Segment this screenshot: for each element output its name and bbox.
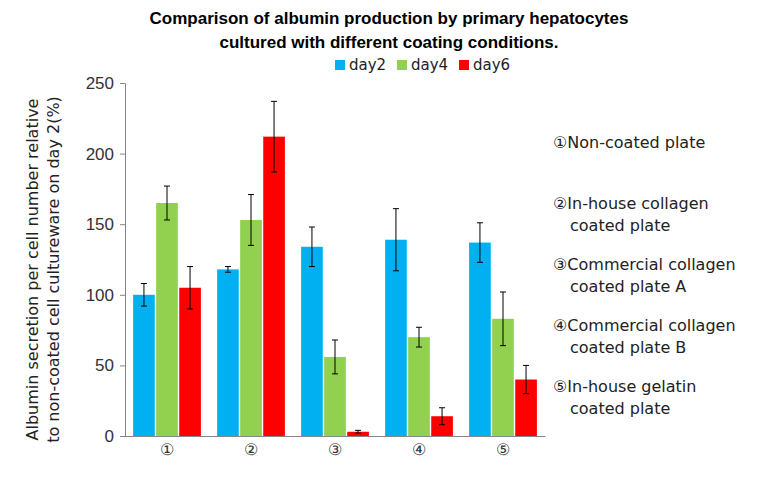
y-tick: 50 bbox=[95, 356, 125, 375]
x-tick: ② bbox=[244, 441, 258, 458]
annotation-line: ⑤In-house gelatin bbox=[553, 377, 696, 396]
x-tick: ⑤ bbox=[496, 441, 510, 458]
y-tick-label: 0 bbox=[105, 427, 114, 446]
y-tick: 100 bbox=[86, 286, 125, 305]
x-tick-label: ① bbox=[160, 441, 174, 458]
error-bar bbox=[309, 227, 315, 267]
bar bbox=[133, 295, 155, 436]
y-tick-label: 100 bbox=[86, 286, 114, 305]
y-tick-label: 200 bbox=[86, 145, 114, 164]
x-tick: ④ bbox=[412, 441, 426, 458]
x-axis-line bbox=[126, 436, 546, 437]
error-bar bbox=[141, 284, 147, 307]
title: Comparison of albumin production by prim… bbox=[150, 9, 629, 52]
legend-label: day2 bbox=[349, 56, 386, 74]
x-tick-label: ② bbox=[244, 441, 258, 458]
x-tick-label: ④ bbox=[412, 441, 426, 458]
y-tick-label: 150 bbox=[86, 215, 114, 234]
y-tick-mark bbox=[120, 436, 125, 437]
y-axis-title-line: to non-coated cell cultureware on day 2(… bbox=[44, 96, 63, 443]
error-bar bbox=[500, 292, 506, 346]
series-day6 bbox=[179, 101, 537, 436]
title-line: cultured with different coating conditio… bbox=[219, 33, 558, 52]
bar bbox=[179, 288, 201, 436]
y-tick: 150 bbox=[86, 215, 125, 234]
error-bar bbox=[187, 267, 193, 309]
x-axis: ① ② ③ ④ ⑤ bbox=[126, 437, 546, 459]
error-bar bbox=[416, 327, 422, 347]
bar bbox=[156, 203, 178, 436]
legend-label: day4 bbox=[411, 56, 448, 74]
error-bar bbox=[439, 408, 445, 425]
bar bbox=[240, 220, 262, 436]
annotation: ②In-house collagen coated plate bbox=[553, 194, 709, 235]
annotation: ①Non-coated plate bbox=[553, 133, 705, 152]
legend-label: day6 bbox=[473, 56, 510, 74]
error-bar bbox=[271, 101, 277, 172]
bar bbox=[301, 247, 323, 436]
annotation: ④Commercial collagen coated plate B bbox=[553, 316, 736, 357]
annotation-line: coated plate bbox=[570, 399, 670, 418]
error-bar bbox=[164, 186, 170, 220]
error-bar bbox=[332, 340, 338, 374]
annotation-line: coated plate bbox=[570, 216, 670, 235]
y-axis-title: Albumin secretion per cell number relati… bbox=[23, 96, 63, 443]
annotations: ①Non-coated plate ②In-house collagen coate… bbox=[553, 133, 736, 418]
annotation-line: ④Commercial collagen bbox=[553, 316, 736, 335]
error-bar bbox=[248, 195, 254, 246]
legend-swatch bbox=[459, 60, 469, 70]
y-axis-line bbox=[120, 84, 126, 437]
chart: Comparison of albumin production by prim… bbox=[0, 0, 779, 499]
y-tick-label: 250 bbox=[86, 74, 114, 93]
annotation: ③Commercial collagen coated plate A bbox=[553, 255, 736, 296]
y-tick-mark bbox=[120, 295, 125, 296]
y-axis: 0 50 100 150 200 250 bbox=[86, 74, 126, 446]
title-line: Comparison of albumin production by prim… bbox=[150, 9, 629, 28]
annotation-line: ③Commercial collagen bbox=[553, 255, 736, 274]
bar bbox=[469, 243, 491, 436]
bar bbox=[263, 137, 285, 436]
error-bar bbox=[477, 223, 483, 263]
y-tick-label: 50 bbox=[95, 356, 114, 375]
legend-swatch bbox=[397, 60, 407, 70]
legend: day2 day4 day6 bbox=[335, 56, 510, 74]
error-bar bbox=[523, 365, 529, 393]
x-tick: ① bbox=[160, 441, 174, 458]
y-tick-mark bbox=[120, 224, 125, 225]
annotation-line: ①Non-coated plate bbox=[553, 133, 705, 152]
y-tick: 250 bbox=[86, 74, 125, 93]
x-tick: ③ bbox=[328, 441, 342, 458]
y-tick-mark bbox=[120, 83, 125, 84]
plot-area bbox=[133, 101, 537, 436]
annotation-line: coated plate A bbox=[570, 277, 686, 296]
annotation: ⑤In-house gelatin coated plate bbox=[553, 377, 696, 418]
y-tick: 200 bbox=[86, 145, 125, 164]
annotation-line: coated plate B bbox=[570, 338, 686, 357]
y-tick: 0 bbox=[105, 427, 125, 446]
annotation-line: ②In-house collagen bbox=[553, 194, 709, 213]
bar bbox=[217, 269, 239, 436]
series-day2 bbox=[133, 209, 491, 436]
y-tick-mark bbox=[120, 365, 125, 366]
x-tick-label: ③ bbox=[328, 441, 342, 458]
bar bbox=[408, 337, 430, 436]
y-tick-mark bbox=[120, 154, 125, 155]
series-day4 bbox=[156, 186, 514, 436]
legend-swatch bbox=[335, 60, 345, 70]
error-bar bbox=[225, 267, 231, 273]
error-bar bbox=[393, 209, 399, 271]
error-bar bbox=[355, 430, 361, 433]
x-tick-label: ⑤ bbox=[496, 441, 510, 458]
y-axis-title-line: Albumin secretion per cell number relati… bbox=[23, 99, 42, 441]
